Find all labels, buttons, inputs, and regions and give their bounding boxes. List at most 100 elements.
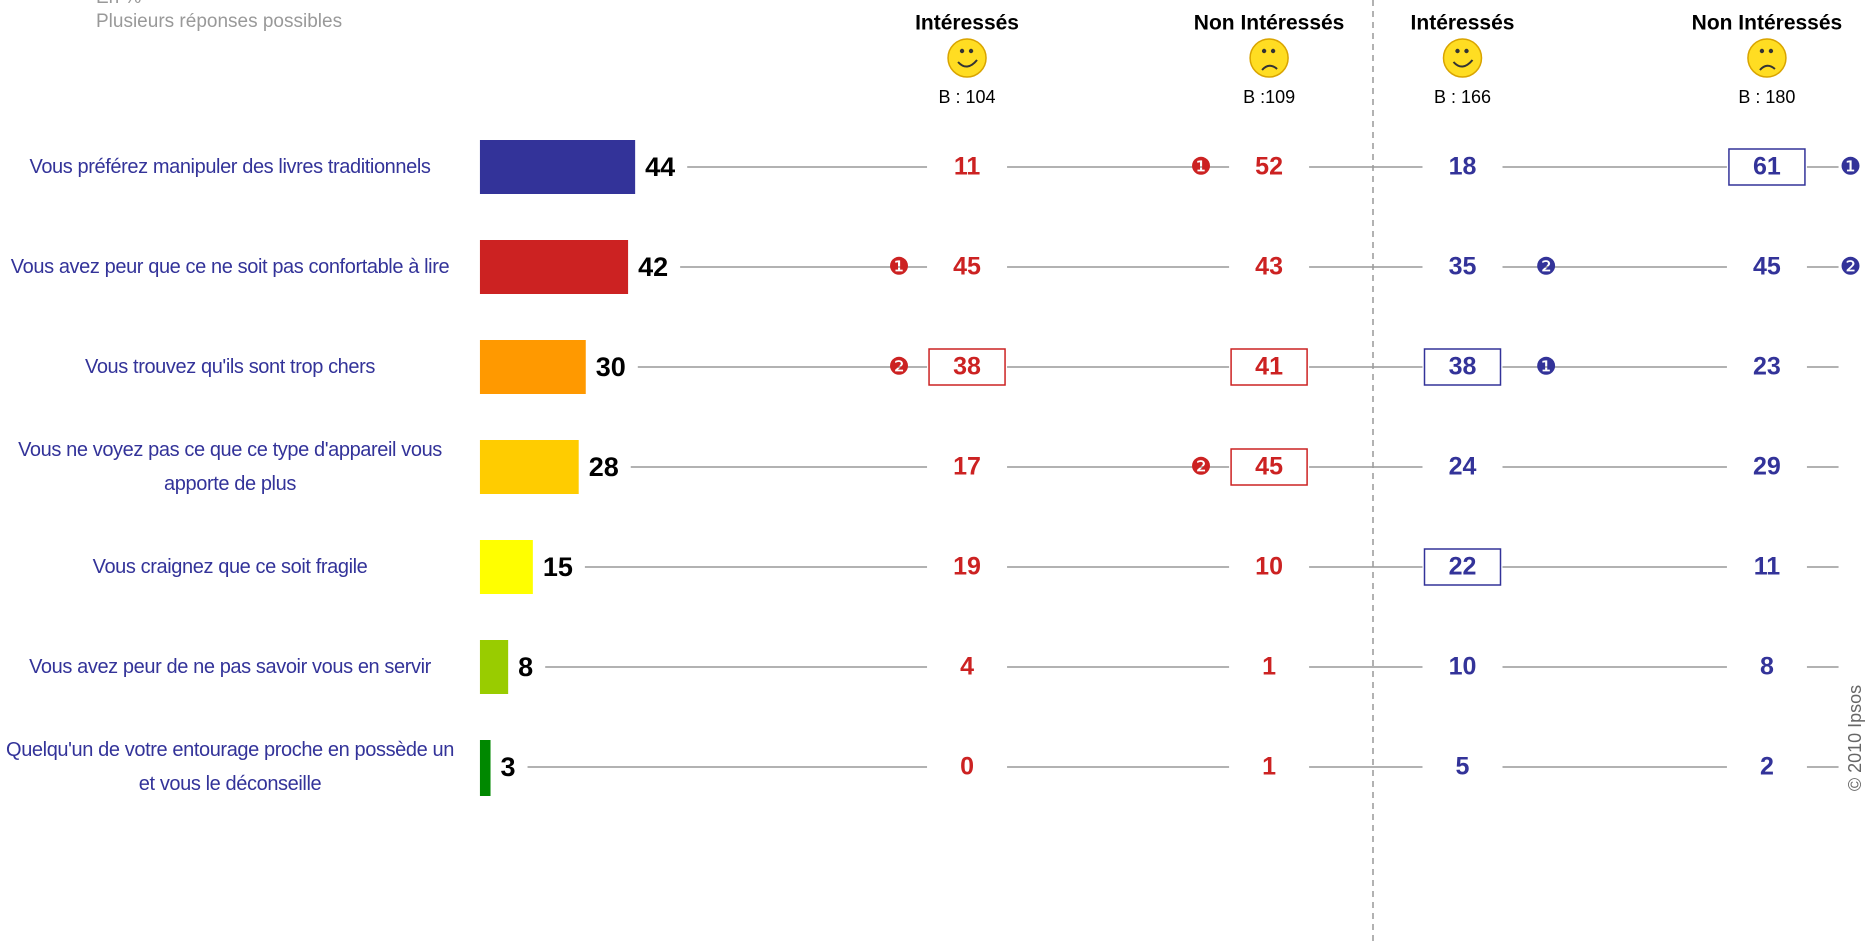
smiley-eye [1270,48,1276,54]
line-gap [927,747,1008,787]
bar-label: 30 [596,352,626,382]
category-label: Vous ne voyez pas ce que ce type d'appar… [18,439,442,495]
line-gap [927,247,1008,287]
column-header: Non Intéressés [1692,12,1843,35]
smiley-face [947,38,987,78]
line-gap [1726,747,1807,787]
column-value: 61 [1753,153,1781,181]
column-value: 38 [953,353,981,381]
column-base: B : 180 [1738,87,1795,107]
smiley-mouth [1261,64,1278,71]
highlight-box [1728,148,1806,186]
column-value: 19 [953,553,981,581]
line-gap [1422,647,1503,687]
bar [479,140,636,194]
smiley-eye [1464,48,1469,54]
column-value: 11 [954,153,981,181]
column-value: 45 [1753,253,1781,281]
line-gap [1726,647,1807,687]
line-gap [1229,547,1310,587]
column-value: 5 [1456,753,1470,781]
rank-marker: ❶ [1190,153,1212,180]
bar-label: 28 [589,452,619,482]
smiley-face [1249,38,1289,78]
highlight-box [1230,448,1308,486]
line-gap [1726,547,1807,587]
column-value: 22 [1449,553,1477,581]
column-value: 43 [1255,253,1283,281]
rank-marker: ❶ [888,253,910,280]
bar [479,540,533,594]
smiley-eye [1455,48,1460,54]
line-gap [1422,447,1503,487]
rank-marker: ❷ [1535,253,1557,280]
column-value: 35 [1449,253,1477,281]
line-gap [1422,747,1503,787]
smiley-face [1747,38,1787,78]
category-label: Vous préférez manipuler des livres tradi… [29,156,431,178]
smiley-mouth [1759,64,1776,71]
highlight-box [928,348,1006,386]
column-header: Intéressés [1411,12,1515,35]
smiley-face [1442,38,1483,78]
column-base: B : 104 [939,87,996,107]
column-value: 45 [1255,453,1283,481]
bar [479,340,586,394]
copyright: © 2010 Ipsos [1845,685,1865,791]
highlight-box [1230,348,1308,386]
column-value: 10 [1449,653,1477,681]
line-gap [1229,747,1310,787]
line-gap [927,547,1008,587]
column-value: 1 [1262,653,1276,681]
column-value: 4 [960,653,974,681]
column-value: 8 [1760,653,1774,681]
category-label: Vous avez peur que ce ne soit pas confor… [10,256,450,278]
bar-label: 42 [638,252,668,282]
line-gap [1726,347,1807,387]
highlight-box [1423,348,1502,386]
column-value: 23 [1753,353,1781,381]
bar-label: 44 [645,152,675,182]
line-gap [1422,247,1503,287]
smiley-eye [1768,48,1774,54]
line-gap [1229,647,1310,687]
bar [479,740,491,796]
bar [479,640,509,694]
column-base: B :109 [1243,87,1295,107]
bar [479,240,629,294]
line-gap [927,647,1008,687]
column-header: Non Intéressés [1194,12,1345,35]
column-value: 38 [1449,353,1477,381]
line-gap [927,447,1008,487]
column-value: 24 [1449,453,1477,481]
smiley-eye [959,48,965,54]
smiley-mouth [957,59,978,68]
column-base: B : 166 [1434,87,1491,107]
rank-marker: ❷ [1840,253,1862,280]
smiley-mouth [1452,59,1474,68]
bar-label: 15 [543,552,573,582]
line-gap [1229,247,1310,287]
column-value: 41 [1255,353,1283,381]
rank-marker: ❶ [1535,353,1557,380]
column-value: 52 [1255,153,1283,181]
column-header: Intéressés [915,12,1019,35]
column-value: 2 [1760,753,1774,781]
highlight-box [1423,548,1502,586]
category-label: Vous avez peur de ne pas savoir vous en … [29,656,431,678]
rank-marker: ❶ [1840,153,1862,180]
category-label: Vous trouvez qu'ils sont trop chers [85,356,375,378]
rank-marker: ❷ [1190,453,1212,480]
line-gap [1229,147,1310,187]
column-value: 1 [1262,753,1276,781]
line-gap [1726,247,1807,287]
column-value: 29 [1753,453,1781,481]
smiley-eye [1759,48,1765,54]
column-value: 11 [1754,553,1781,581]
category-label: Vous craignez que ce soit fragile [92,556,368,578]
column-value: 0 [960,753,974,781]
line-gap [1422,147,1503,187]
smiley-eye [968,48,974,54]
